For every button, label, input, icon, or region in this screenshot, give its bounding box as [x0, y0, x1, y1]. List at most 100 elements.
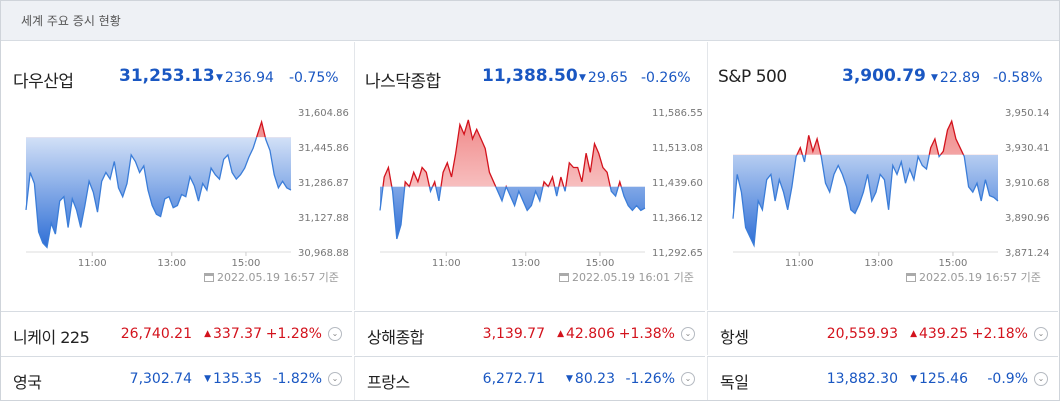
chevron-down-icon[interactable]: ⌄ — [328, 327, 342, 341]
index-change: ▼ 125.46 — [910, 371, 968, 387]
index-value: 11,388.50 — [482, 66, 578, 86]
x-tick-label: 15:00 — [232, 258, 261, 269]
index-change: ▲ 439.25 — [910, 326, 968, 342]
change-value: 80.23 — [574, 371, 615, 387]
y-tick-label: 11,292.65 — [652, 248, 703, 259]
index-value: 20,559.93 — [826, 326, 898, 342]
index-change: ▼ 22.89 — [931, 70, 980, 86]
index-row[interactable]: 프랑스 6,272.71 ▼ 80.23 -1.26% ⌄ — [354, 356, 705, 400]
y-tick-label: 11,439.60 — [652, 178, 703, 189]
series-line-down — [732, 154, 999, 248]
chevron-down-icon[interactable]: ⌄ — [681, 327, 695, 341]
down-arrow-icon: ▼ — [931, 73, 938, 83]
area-below-baseline — [26, 137, 291, 248]
index-name: 다우산업 — [13, 72, 74, 92]
y-tick-label: 11,586.55 — [652, 108, 703, 119]
index-row[interactable]: 상해종합 3,139.77 ▲ 42.806 +1.38% ⌄ — [354, 311, 705, 355]
index-value: 3,900.79 — [842, 66, 926, 86]
y-tick-label: 31,127.88 — [298, 213, 349, 224]
y-tick-label: 11,513.08 — [652, 143, 703, 154]
index-row[interactable]: 니케이 225 26,740.21 ▲ 337.37 +1.28% ⌄ — [1, 311, 352, 355]
y-tick-label: 3,950.14 — [1005, 108, 1050, 119]
nasdaq-chart: 11,586.55 11,513.08 11,439.60 11,366.12 11,2… — [379, 108, 703, 269]
index-pct: -1.82% — [272, 371, 322, 387]
change-value: 337.37 — [213, 326, 262, 342]
change-value: 236.94 — [224, 70, 274, 86]
timestamp: 2022.05.19 16:57 기준 — [906, 269, 1041, 285]
index-name: S&P 500 — [718, 67, 787, 87]
index-pct: -1.26% — [625, 371, 675, 387]
x-tick-label: 11:00 — [785, 258, 814, 269]
calendar-icon — [906, 273, 916, 282]
chevron-down-icon[interactable]: ⌄ — [328, 372, 342, 386]
index-value: 3,139.77 — [482, 326, 545, 342]
series-line-down — [25, 137, 292, 249]
index-change: ▼ 135.35 — [204, 371, 262, 387]
index-pct: -0.9% — [987, 371, 1028, 387]
y-tick-label: 31,445.86 — [298, 143, 349, 154]
chevron-down-icon[interactable]: ⌄ — [681, 372, 695, 386]
index-row[interactable]: 독일 13,882.30 ▼ 125.46 -0.9% ⌄ — [707, 356, 1058, 400]
y-tick-label: 3,930.41 — [1005, 143, 1050, 154]
index-value: 7,302.74 — [129, 371, 192, 387]
down-arrow-icon: ▼ — [204, 374, 211, 384]
index-name: 항셍 — [720, 328, 749, 347]
x-tick-label: 13:00 — [864, 258, 893, 269]
area-below-baseline — [380, 186, 645, 239]
index-name: 독일 — [720, 373, 749, 392]
index-pct: -0.75% — [289, 70, 339, 86]
timestamp: 2022.05.19 16:01 기준 — [559, 269, 694, 285]
x-tick-label: 15:00 — [939, 258, 968, 269]
calendar-icon — [559, 273, 569, 282]
series-line-up — [382, 119, 622, 187]
index-pct: -0.58% — [993, 70, 1043, 86]
index-change: ▲ 337.37 — [204, 326, 262, 342]
widget-title: 세계 주요 증시 현황 — [21, 14, 121, 28]
index-pct: +1.28% — [265, 326, 322, 342]
panel-dow[interactable]: 다우산업 31,253.13 ▼ 236.94 -0.75% 31,604.86 3… — [1, 42, 352, 310]
calendar-icon — [204, 273, 214, 282]
panel-nasdaq[interactable]: 나스닥종합 11,388.50 ▼ 29.65 -0.26% 11,586.55 1… — [354, 42, 705, 310]
index-name: 프랑스 — [367, 373, 410, 392]
dow-chart: 31,604.86 31,445.86 31,286.87 31,127.88 30,9… — [25, 108, 349, 269]
change-value: 439.25 — [919, 326, 968, 342]
area-above-baseline — [382, 119, 622, 187]
index-value: 6,272.71 — [482, 371, 545, 387]
index-name: 니케이 225 — [13, 328, 90, 347]
down-arrow-icon: ▼ — [579, 73, 586, 83]
index-change: ▼ 236.94 — [216, 70, 274, 86]
change-value: 29.65 — [587, 70, 629, 86]
index-change: ▼ 80.23 — [566, 371, 615, 387]
y-tick-label: 11,366.12 — [652, 213, 703, 224]
timestamp-text: 2022.05.19 16:57 기준 — [217, 271, 339, 284]
down-arrow-icon: ▼ — [565, 374, 573, 384]
down-arrow-icon: ▼ — [910, 374, 917, 384]
widget-header: 세계 주요 증시 현황 — [1, 1, 1059, 41]
x-tick-label: 13:00 — [511, 258, 540, 269]
change-value: 42.806 — [566, 326, 615, 342]
index-name: 상해종합 — [367, 328, 424, 347]
panel-sp500[interactable]: S&P 500 3,900.79 ▼ 22.89 -0.58% 3,950.14 3… — [707, 42, 1058, 310]
series-line-up — [796, 119, 965, 155]
timestamp: 2022.05.19 16:57 기준 — [204, 269, 339, 285]
index-row[interactable]: 영국 7,302.74 ▼ 135.35 -1.82% ⌄ — [1, 356, 352, 400]
timestamp-text: 2022.05.19 16:01 기준 — [572, 271, 694, 284]
down-arrow-icon: ▼ — [216, 73, 223, 83]
up-arrow-icon: ▲ — [557, 329, 564, 339]
index-row[interactable]: 항셍 20,559.93 ▲ 439.25 +2.18% ⌄ — [707, 311, 1058, 355]
sp500-chart: 3,950.14 3,930.41 3,910.68 3,890.96 3,871.24… — [732, 108, 1050, 269]
index-pct: +2.18% — [971, 326, 1028, 342]
index-name: 영국 — [13, 373, 42, 392]
index-name: 나스닥종합 — [365, 72, 441, 92]
y-tick-label: 30,968.88 — [298, 248, 349, 259]
index-pct: -0.26% — [641, 70, 691, 86]
y-tick-label: 31,286.87 — [298, 178, 349, 189]
change-value: 22.89 — [939, 70, 981, 86]
chevron-down-icon[interactable]: ⌄ — [1034, 372, 1048, 386]
x-tick-label: 11:00 — [432, 258, 461, 269]
area-above-baseline — [256, 121, 266, 138]
timestamp-text: 2022.05.19 16:57 기준 — [919, 271, 1041, 284]
up-arrow-icon: ▲ — [910, 329, 917, 339]
chevron-down-icon[interactable]: ⌄ — [1034, 327, 1048, 341]
